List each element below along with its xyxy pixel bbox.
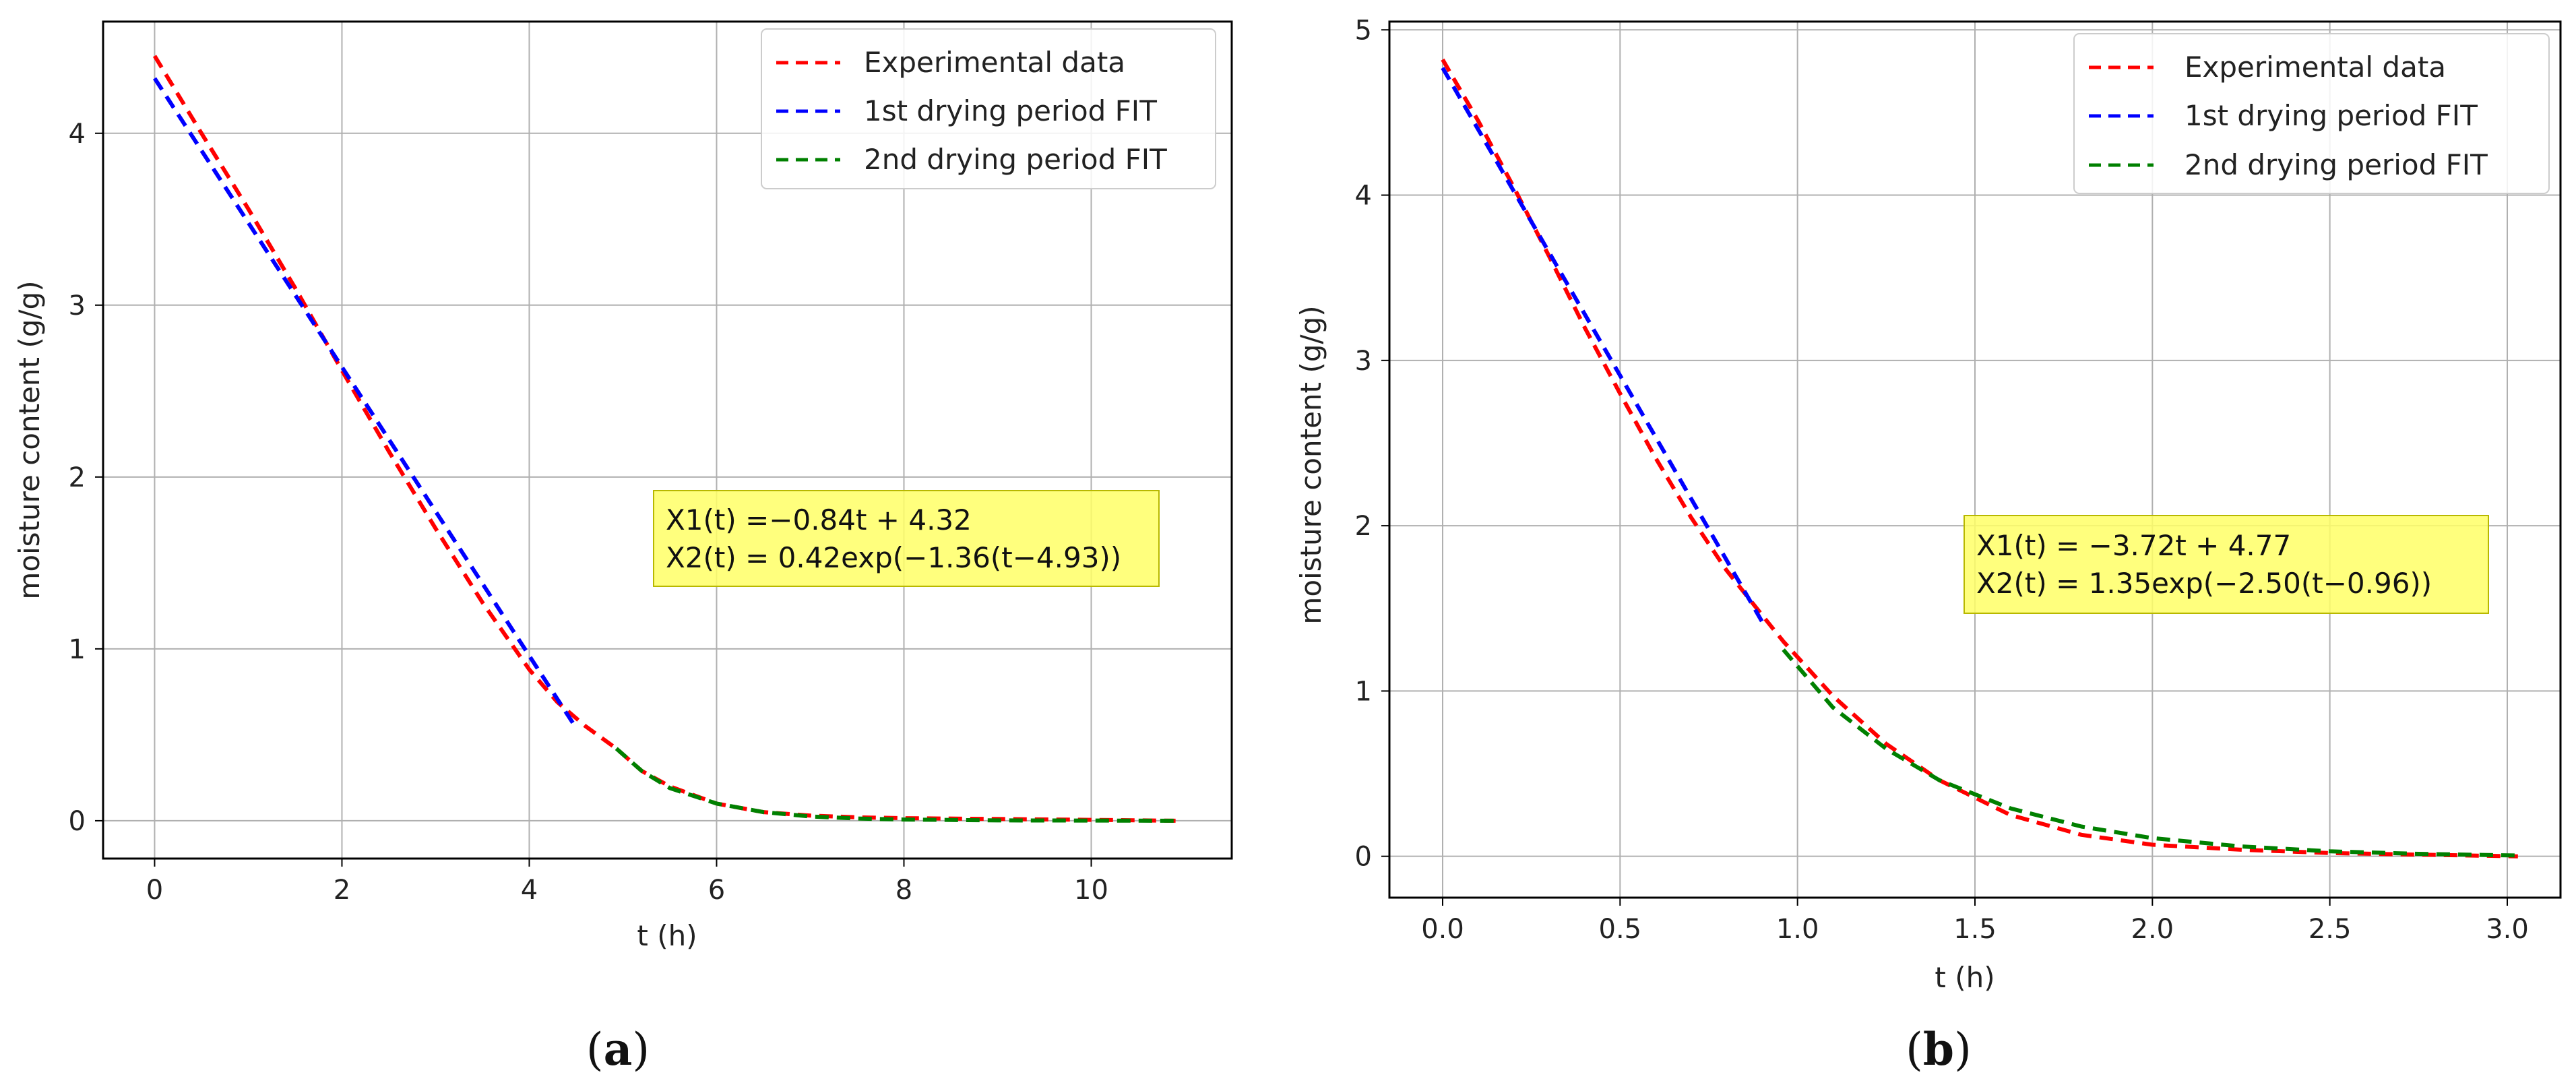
- annotation-line-1-b: X1(t) = −3.72t + 4.77: [1976, 529, 2291, 562]
- series-line-experimental-data-b: [1441, 58, 2518, 859]
- legend-entry-first-period-b: 1st drying period FIT: [2185, 99, 2478, 132]
- legend-entry-experimental-b: Experimental data: [2185, 51, 2446, 84]
- y-tick-label: 2: [69, 462, 86, 493]
- x-tick-label: 0.0: [1421, 914, 1464, 945]
- caption-b: (b): [1906, 1023, 1972, 1076]
- legend-entry-first-period-a: 1st drying period FIT: [864, 94, 1157, 127]
- legend-box-a: [761, 28, 1216, 189]
- y-tick-label: 3: [69, 290, 86, 321]
- x-tick-label: 1.5: [1953, 914, 1997, 945]
- y-tick-label: 4: [1355, 181, 1372, 212]
- series-line-second-period-fit-b: [1782, 648, 2518, 858]
- y-tick-label: 1: [69, 634, 86, 665]
- x-tick-label: 0: [146, 875, 163, 906]
- y-tick-label: 0: [69, 806, 86, 837]
- y-axis-label-a: moisture content (g/g): [13, 280, 46, 599]
- annotation-line-2-a: X2(t) = 0.42exp(−1.36(t−4.93)): [666, 541, 1121, 574]
- caption-b-letter: b: [1923, 1023, 1954, 1076]
- caption-a-letter: a: [604, 1023, 633, 1076]
- annotation-box-a: [653, 490, 1160, 587]
- x-tick-label: 2: [334, 875, 350, 906]
- y-tick-label: 3: [1355, 346, 1372, 377]
- legend-b: Experimental data 1st drying period FIT …: [2073, 33, 2550, 194]
- caption-a-close: ): [632, 1024, 650, 1076]
- caption-a-open: (: [586, 1024, 604, 1076]
- x-tick-label: 2.0: [2131, 914, 2174, 945]
- caption-a: (a): [586, 1023, 650, 1076]
- x-tick-label: 10: [1074, 875, 1108, 906]
- x-tick-label: 2.5: [2308, 914, 2352, 945]
- plot-frame-a: [102, 20, 1233, 860]
- panel-b: 0.0 0.5 1.0 1.5 2.0 2.5 3.0 0 1 2 3 4 5 t (h) moistu…: [1294, 15, 2562, 1076]
- annotation-b: X1(t) = −3.72t + 4.77 X2(t) = 1.35exp(−2…: [1964, 515, 2489, 614]
- x-axis-label-b: t (h): [1935, 961, 1994, 994]
- annotation-box-b: [1964, 515, 2489, 614]
- y-tick-label: 4: [69, 119, 86, 150]
- annotation-line-1-a: X1(t) =−0.84t + 4.32: [666, 503, 972, 536]
- x-tick-label: 0.5: [1599, 914, 1642, 945]
- x-tick-label: 4: [521, 875, 538, 906]
- x-tick-label: 3.0: [2486, 914, 2529, 945]
- legend-entry-experimental-a: Experimental data: [864, 46, 1125, 79]
- caption-b-close: ): [1954, 1024, 1972, 1076]
- legend-a: Experimental data 1st drying period FIT …: [761, 28, 1216, 189]
- series-line-first-period-fit-a: [152, 77, 578, 729]
- x-tick-label: 6: [708, 875, 725, 906]
- x-tick-label: 1.0: [1776, 914, 1819, 945]
- y-axis-label-b: moisture content (g/g): [1294, 305, 1327, 624]
- caption-b-open: (: [1906, 1024, 1923, 1076]
- annotation-a: X1(t) =−0.84t + 4.32 X2(t) = 0.42exp(−1.…: [653, 490, 1160, 587]
- series-line-second-period-fit-a: [615, 747, 1176, 823]
- y-tick-label: 1: [1355, 676, 1372, 707]
- x-tick-label: 8: [896, 875, 912, 906]
- legend-box-b: [2073, 33, 2550, 194]
- annotation-line-2-b: X2(t) = 1.35exp(−2.50(t−0.96)): [1976, 567, 2432, 600]
- y-tick-label: 0: [1355, 842, 1372, 873]
- y-tick-label: 5: [1355, 15, 1372, 46]
- panel-a: 0 2 4 6 8 10 0 1 2 3 4 t (h) moisture content (g/g…: [13, 20, 1233, 1076]
- y-tick-label: 2: [1355, 511, 1372, 542]
- legend-entry-second-period-b: 2nd drying period FIT: [2185, 148, 2488, 181]
- x-axis-label-a: t (h): [637, 919, 697, 952]
- series-line-first-period-fit-b: [1441, 67, 1764, 623]
- legend-entry-second-period-a: 2nd drying period FIT: [864, 143, 1167, 176]
